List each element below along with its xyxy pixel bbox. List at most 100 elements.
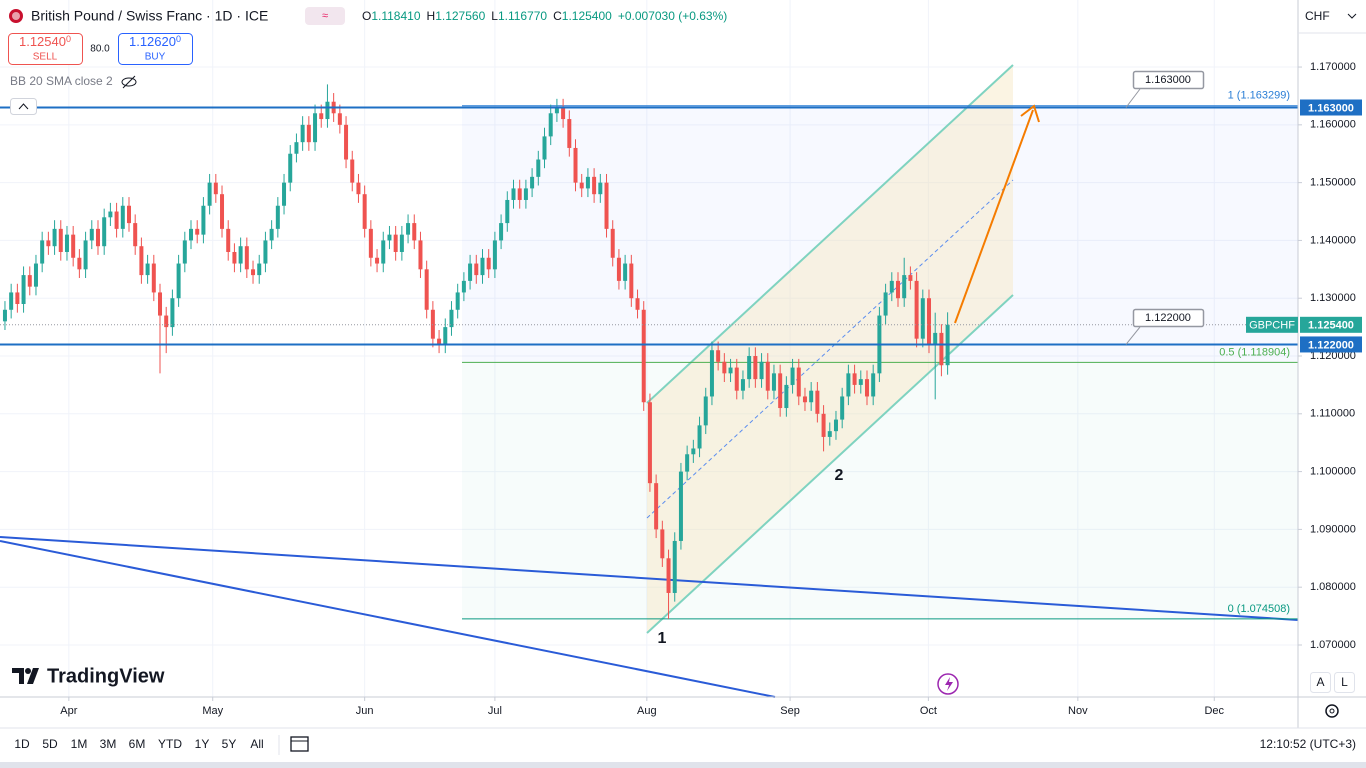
candle-body: [220, 194, 225, 229]
candle-body: [815, 390, 820, 414]
sell-price: 1.125400: [19, 34, 71, 49]
candle-body: [561, 107, 566, 120]
range-button[interactable]: 6M: [129, 737, 146, 751]
currency[interactable]: CHF: [1305, 9, 1330, 23]
price-tag-label: 1.125400: [1308, 320, 1354, 332]
collapse-button[interactable]: [10, 98, 37, 115]
buy-price: 1.12620: [129, 34, 176, 49]
candle-body: [765, 361, 770, 391]
candle-body: [133, 223, 138, 247]
candle-body: [46, 240, 51, 247]
candle-body: [387, 234, 392, 241]
candle-body: [933, 332, 938, 345]
range-button[interactable]: 5D: [42, 737, 58, 751]
candle-body: [139, 246, 144, 276]
candle-body: [33, 263, 38, 287]
candle-body: [654, 483, 659, 530]
candle-body: [660, 529, 665, 559]
candle-body: [313, 113, 318, 143]
legend-label: O: [362, 9, 371, 23]
flags-button[interactable]: [305, 7, 345, 25]
candle-body: [629, 263, 634, 299]
candle-body: [158, 292, 163, 316]
log-scale-button[interactable]: [1334, 672, 1355, 693]
date-range-icon[interactable]: [290, 736, 309, 752]
candle-body: [697, 425, 702, 449]
candle-body: [27, 275, 32, 287]
candle-body: [927, 298, 932, 345]
candle-body: [21, 275, 26, 304]
candles: [2, 84, 950, 619]
legend-label: H: [427, 9, 436, 23]
range-button[interactable]: 1D: [14, 737, 30, 751]
candle-body: [393, 234, 398, 252]
y-tick-label: 1.170000: [1310, 61, 1356, 73]
bottom-strip: [0, 762, 1366, 768]
candle-body: [126, 205, 131, 224]
candle-body: [244, 246, 249, 270]
candle-body: [77, 257, 82, 270]
sell-button[interactable]: [8, 33, 83, 65]
candle-body: [430, 309, 435, 339]
x-tick-label: Nov: [1068, 705, 1088, 717]
y-tick-label: 1.140000: [1310, 234, 1356, 246]
indicator-label[interactable]: BB 20 SMA close 2: [10, 74, 113, 88]
legend-label: L: [491, 9, 498, 23]
callout-pointer: [1125, 88, 1141, 108]
candle-body: [238, 246, 243, 264]
range-button[interactable]: 3M: [100, 737, 117, 751]
candle-body: [176, 263, 181, 299]
sell-tail: 0: [66, 34, 71, 44]
x-tick-label: Apr: [60, 705, 77, 717]
wave-label: 2: [835, 467, 844, 484]
candle-body: [778, 373, 783, 409]
candle-body: [269, 228, 274, 241]
candle-body: [263, 240, 268, 264]
range-button[interactable]: 1M: [71, 737, 88, 751]
channel-mid: [646, 179, 1014, 519]
logo-mark: [12, 668, 39, 684]
candle-body: [889, 280, 894, 293]
candle-body: [610, 228, 615, 258]
candle-body: [213, 182, 218, 195]
candle-body: [548, 113, 553, 137]
x-tick-label: Jun: [356, 705, 374, 717]
candle-body: [399, 234, 404, 252]
candle-body: [443, 327, 448, 345]
axes: 1.070000 1.080000 1.090000 1.100000 1.110000…: [60, 61, 1362, 717]
candle-body: [275, 205, 280, 229]
range-button[interactable]: All: [250, 737, 263, 751]
candle-body: [381, 240, 386, 264]
hide-icon[interactable]: [121, 75, 137, 89]
candle-body: [616, 257, 621, 281]
candle-body: [914, 280, 919, 339]
range-button[interactable]: YTD: [158, 737, 182, 751]
candle-body: [784, 384, 789, 409]
legend-value: 1.118410: [371, 9, 420, 23]
candle-body: [375, 257, 380, 264]
channel-line: [646, 64, 1014, 404]
candle-body: [2, 309, 7, 322]
candle-body: [895, 280, 900, 299]
y-tick-label: 1.120000: [1310, 350, 1356, 362]
candle-body: [579, 182, 584, 189]
candle-body: [492, 240, 497, 270]
logo-mark: [25, 668, 31, 674]
buy-button[interactable]: [118, 33, 193, 65]
candle-body: [83, 240, 88, 270]
callout-label: 1.122000: [1145, 312, 1191, 324]
candle-body: [623, 263, 628, 281]
auto-scale-button[interactable]: [1310, 672, 1331, 693]
wave-label: 1: [658, 630, 667, 647]
range-button[interactable]: 1Y: [195, 737, 210, 751]
range-button[interactable]: 5Y: [222, 737, 237, 751]
candle-body: [852, 373, 857, 385]
settings-icon[interactable]: [1325, 704, 1339, 718]
clock: 12:10:52 (UTC+3): [1260, 737, 1356, 751]
x-tick-label: Aug: [637, 705, 657, 717]
ohlc-legend: O1.118410 H1.127560 L1.116770 C1.125400 +0.0…: [362, 9, 727, 23]
candle-body: [505, 199, 510, 224]
candle-body: [182, 240, 187, 264]
candle-body: [641, 309, 646, 403]
